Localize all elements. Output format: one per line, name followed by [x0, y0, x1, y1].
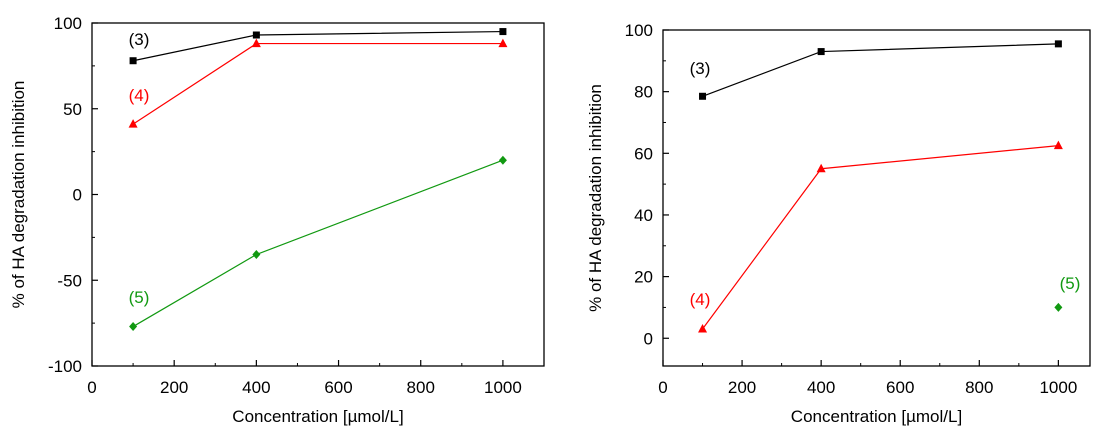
y-tick-label: 0	[644, 329, 653, 348]
x-tick-label: 0	[87, 378, 96, 397]
data-point	[498, 38, 508, 48]
series-label: (3)	[129, 30, 150, 49]
x-tick-label: 600	[324, 378, 352, 397]
y-tick-label: -50	[57, 271, 82, 290]
x-axis-title: Concentration [µmol/L]	[791, 407, 962, 426]
series-line	[702, 43, 1059, 97]
chart-2: 0 200 400 600 800 1000 0 20 40 60 80 100 Concentrati…	[586, 21, 1091, 426]
series-label: (5)	[129, 288, 150, 307]
x-axis-title: Concentration [µmol/L]	[232, 407, 403, 426]
x-tick-label: 0	[658, 378, 667, 397]
x-tick-label: 400	[807, 378, 835, 397]
y-tick-label: 40	[634, 206, 653, 225]
y-tick-label: 60	[634, 144, 653, 163]
data-point	[251, 38, 261, 48]
data-point	[498, 155, 507, 165]
x-tick-label: 1000	[1039, 378, 1077, 397]
data-point	[816, 163, 826, 173]
data-point	[252, 31, 260, 39]
x-tick-label: 600	[886, 378, 914, 397]
data-point	[499, 28, 507, 36]
y-tick-label: 100	[625, 21, 653, 40]
y-tick-label: 0	[73, 186, 82, 205]
y-axis-title: % of HA degradation inhibition	[586, 84, 605, 312]
data-point	[817, 48, 825, 56]
series-label: (4)	[690, 290, 711, 309]
y-tick-label: -100	[48, 357, 82, 376]
data-point	[699, 92, 707, 100]
data-point	[698, 324, 708, 333]
data-point	[128, 119, 138, 128]
y-tick-label: 20	[634, 268, 653, 287]
plot-frame	[662, 29, 1091, 367]
series-label: (5)	[1060, 274, 1081, 293]
series-line	[132, 159, 504, 328]
data-point	[252, 250, 261, 260]
x-tick-label: 1000	[484, 378, 522, 397]
plot-frame	[91, 22, 545, 367]
series-line	[132, 42, 503, 125]
chart-1: 0 200 400 600 800 1000 -100 -50 0 50 100 Concentrat…	[9, 14, 545, 426]
series-line	[702, 144, 1059, 330]
data-point	[129, 322, 138, 332]
y-tick-label: 100	[54, 14, 82, 33]
x-tick-label: 800	[407, 378, 435, 397]
series-label: (3)	[690, 59, 711, 78]
data-point	[1053, 140, 1063, 150]
x-tick-label: 400	[242, 378, 270, 397]
data-point	[1054, 40, 1062, 48]
series-line	[132, 30, 503, 62]
y-tick-label: 50	[63, 100, 82, 119]
y-axis-title: % of HA degradation inhibition	[9, 81, 28, 309]
data-point	[1054, 302, 1063, 312]
data-point	[129, 57, 137, 65]
y-tick-label: 80	[634, 83, 653, 102]
series-label: (4)	[129, 86, 150, 105]
x-tick-label: 200	[728, 378, 756, 397]
x-tick-label: 800	[965, 378, 993, 397]
x-tick-label: 200	[160, 378, 188, 397]
